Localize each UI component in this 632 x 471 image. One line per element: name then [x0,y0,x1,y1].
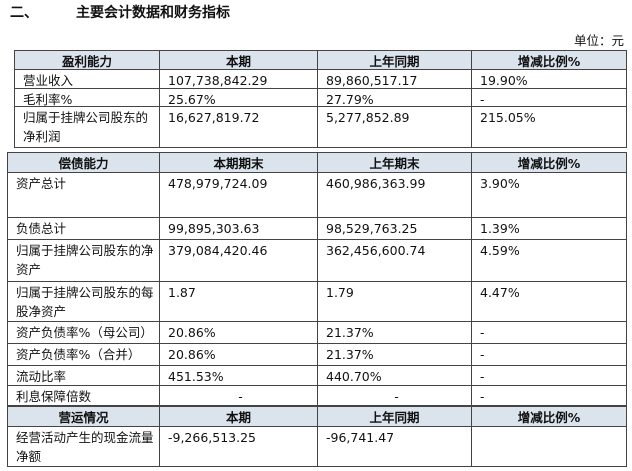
table-cell: - [318,386,472,406]
table-cell: 1.79 [318,282,472,322]
unit: 单位：元 [573,33,624,48]
table-cell: 20.86% [160,344,318,366]
table-cell: 资产负债率%（合并） [7,344,160,366]
heading: 二、 主要会计数据和财务指标 [10,2,268,22]
table-cell: 流动比率 [7,366,160,386]
table-cell: 营业收入 [14,70,160,89]
header-cell: 增减比例% [472,152,627,173]
header-cell: 本期 [160,50,318,70]
table-cell: -9,266,513.25 [160,427,318,467]
table-cell: 归属于挂牌公司股东的净资产 [7,240,160,282]
table-cell: 1.39% [472,218,627,240]
table-cell: - [472,386,627,406]
table-cell: 478,979,724.09 [160,173,318,218]
header-cell: 盈利能力 [14,50,160,70]
heading-title: 主要会计数据和财务指标 [76,5,230,21]
table-cell: 89,860,517.17 [318,70,472,89]
header-cell: 增减比例% [472,50,627,70]
table-cell: 25.67% [160,89,318,107]
header-cell: 本期 [160,406,318,427]
header-cell: 增减比例% [472,406,627,427]
table-cell: - [160,386,318,406]
table-cell: - [472,344,627,366]
header-cell: 营运情况 [7,406,160,427]
table-cell: 107,738,842.29 [160,70,318,89]
table-cell: 215.05% [472,107,627,148]
heading-number: 二、 [10,5,38,21]
table-cell: 20.86% [160,322,318,344]
table-cell: 5,277,852.89 [318,107,472,148]
table-cell: - [472,366,627,386]
table-cell [472,427,627,467]
table-cell: 资产总计 [7,173,160,218]
table-cell: 资产负债率%（母公司） [7,322,160,344]
table-cell: 460,986,363.99 [318,173,472,218]
header-cell: 上年期末 [318,152,472,173]
table-cell: 19.90% [472,70,627,89]
table-cell: 440.70% [318,366,472,386]
header-cell: 本期期末 [160,152,318,173]
header-cell: 偿债能力 [7,152,160,173]
table-cell: 99,895,303.63 [160,218,318,240]
table-cell: 362,456,600.74 [318,240,472,282]
header-cell: 上年同期 [318,406,472,427]
table-cell: 451.53% [160,366,318,386]
table-cell: 3.90% [472,173,627,218]
table-cell: 4.47% [472,282,627,322]
table-cell: 98,529,763.25 [318,218,472,240]
table-cell: 1.87 [160,282,318,322]
table-cell: - [472,322,627,344]
table-cell: 21.37% [318,344,472,366]
table-cell: 经营活动产生的现金流量净额 [7,427,160,467]
table-cell: 21.37% [318,322,472,344]
table-cell: -96,741.47 [318,427,472,467]
table-cell: 毛利率% [14,89,160,107]
table-cell: 379,084,420.46 [160,240,318,282]
header-cell: 上年同期 [318,50,472,70]
table-cell: 负债总计 [7,218,160,240]
table-cell: 利息保障倍数 [7,386,160,406]
table-cell: 归属于挂牌公司股东的每股净资产 [7,282,160,322]
table-cell: 16,627,819.72 [160,107,318,148]
table-cell: 归属于挂牌公司股东的净利润 [14,107,160,148]
table-cell: 27.79% [318,89,472,107]
table-cell: 4.59% [472,240,627,282]
table-cell: - [472,89,627,107]
